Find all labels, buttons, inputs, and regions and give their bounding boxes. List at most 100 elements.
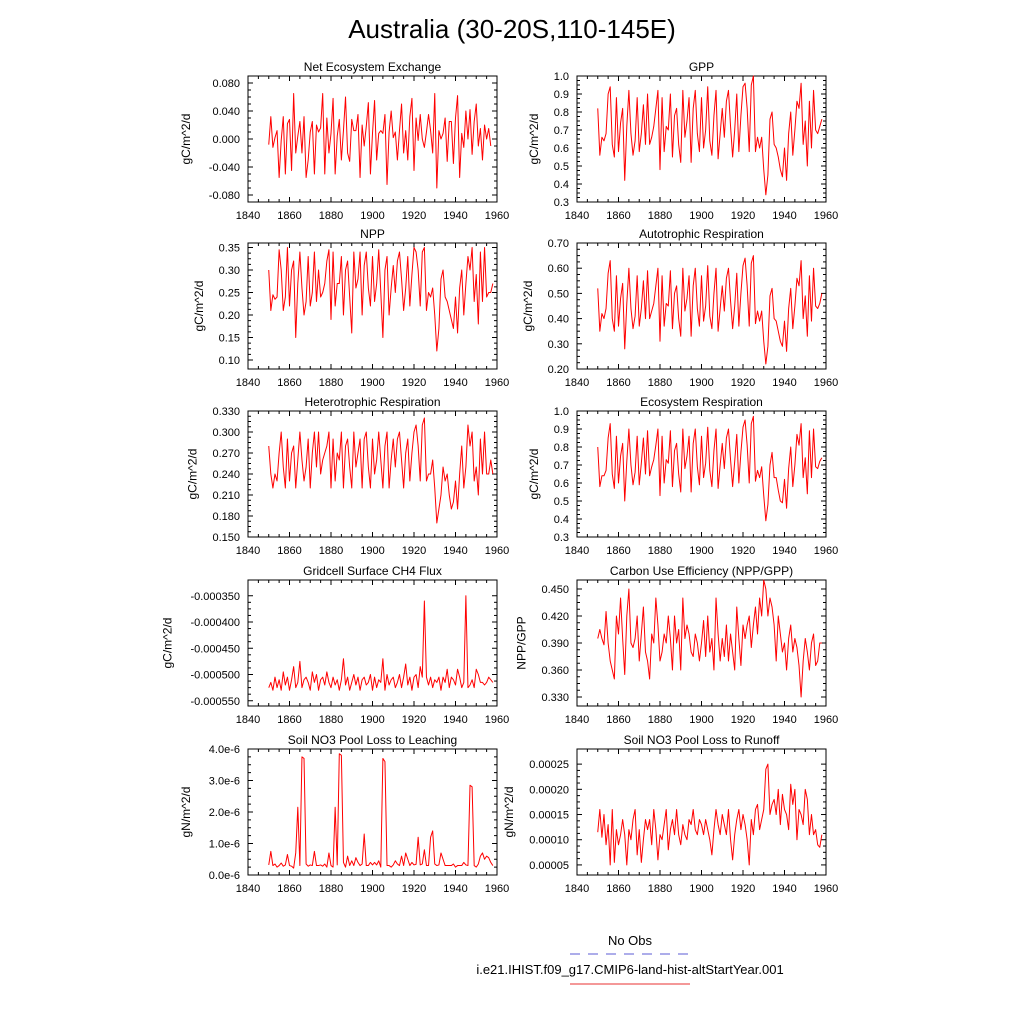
y-tick-label: -0.000400	[190, 617, 240, 629]
x-tick-label: 1920	[402, 714, 426, 726]
y-tick-label: 0.300	[212, 427, 240, 439]
x-tick-label: 1860	[277, 210, 301, 222]
panel-title: Soil NO3 Pool Loss to Leaching	[288, 733, 457, 747]
panel-title: Ecosystem Respiration	[640, 395, 763, 409]
x-tick-label: 1840	[236, 210, 260, 222]
y-tick-label: 1.0	[554, 71, 569, 83]
y-tick-label: 0.4	[554, 514, 569, 526]
panel-title: Heterotrophic Respiration	[304, 395, 440, 409]
x-tick-label: 1940	[443, 714, 467, 726]
legend-run-swatch	[570, 983, 690, 985]
x-tick-label: 1860	[277, 883, 301, 895]
legend-obs-swatch	[570, 953, 690, 955]
x-tick-label: 1960	[814, 714, 838, 726]
x-tick-label: 1840	[565, 210, 589, 222]
y-tick-label: 0.15	[219, 333, 240, 345]
panel-9: Soil NO3 Pool Loss to Leaching 1840 1860 18…	[179, 733, 509, 895]
x-tick-label: 1860	[606, 883, 630, 895]
x-tick-label: 1920	[731, 545, 755, 557]
x-tick-label: 1960	[814, 210, 838, 222]
y-tick-label: 4.0e-6	[209, 744, 240, 756]
x-tick-label: 1900	[689, 714, 713, 726]
x-tick-label: 1900	[689, 210, 713, 222]
panel-title: Soil NO3 Pool Loss to Runoff	[624, 733, 781, 747]
x-tick-label: 1860	[606, 545, 630, 557]
y-tick-label: 0.360	[541, 665, 569, 677]
x-tick-label: 1880	[319, 714, 343, 726]
x-tick-label: 1920	[731, 377, 755, 389]
x-tick-label: 1920	[402, 545, 426, 557]
x-tick-label: 1880	[648, 545, 672, 557]
plot-frame	[247, 748, 498, 876]
y-tick-label: 0.240	[212, 469, 240, 481]
y-tick-label: 0.9	[554, 424, 569, 436]
legend-run-label: i.e21.IHIST.f09_g17.CMIP6-land-hist-altS…	[476, 962, 784, 977]
y-tick-label: 0.50	[548, 288, 569, 300]
panel-title: NPP	[360, 227, 385, 241]
y-tick-label: 0.60	[548, 263, 569, 275]
y-tick-label: 0.7	[554, 125, 569, 137]
figure-title: Australia (30-20S,110-145E)	[348, 14, 676, 44]
panel-1: Net Ecosystem Exchange 1840 1860 1880 1900 19…	[179, 60, 509, 222]
y-tick-label: 0.3	[554, 197, 569, 209]
y-tick-label: 0.00025	[529, 759, 569, 771]
y-tick-label: 0.70	[548, 238, 569, 250]
y-axis-label: gN/m^2/d	[502, 787, 516, 838]
x-tick-label: 1960	[485, 210, 509, 222]
x-tick-label: 1840	[236, 377, 260, 389]
y-tick-label: 0.00010	[529, 835, 569, 847]
y-tick-label: 0.390	[541, 638, 569, 650]
y-tick-label: 3.0e-6	[209, 776, 240, 788]
x-tick-label: 1840	[565, 714, 589, 726]
series-line	[268, 417, 494, 524]
y-tick-label: 0.270	[212, 448, 240, 460]
x-tick-label: 1900	[689, 883, 713, 895]
panel-title: GPP	[689, 60, 714, 74]
x-tick-label: 1900	[360, 883, 384, 895]
y-tick-label: 1.0	[554, 406, 569, 418]
panel-3: NPP 1840 1860 1880 1900 1920 1940 1960 0.10 0.15 0…	[192, 227, 509, 389]
x-tick-label: 1860	[277, 377, 301, 389]
panel-6: Ecosystem Respiration 1840 1860 1880 1900 192…	[527, 395, 838, 557]
y-tick-label: 0.35	[219, 243, 240, 255]
y-tick-label: 0.30	[219, 265, 240, 277]
series-line	[268, 247, 494, 352]
panel-4: Autotrophic Respiration 1840 1860 1880 1900 1…	[521, 227, 838, 389]
x-tick-label: 1900	[360, 377, 384, 389]
y-tick-label: 0.450	[541, 584, 569, 596]
x-tick-label: 1900	[360, 545, 384, 557]
y-tick-label: -0.000550	[190, 696, 240, 708]
x-tick-label: 1860	[606, 714, 630, 726]
x-tick-label: 1860	[606, 210, 630, 222]
x-tick-label: 1840	[565, 883, 589, 895]
x-tick-label: 1940	[443, 545, 467, 557]
x-tick-label: 1840	[236, 714, 260, 726]
y-axis-label: gN/m^2/d	[179, 787, 193, 838]
y-tick-label: 0.210	[212, 490, 240, 502]
y-tick-label: 0.6	[554, 143, 569, 155]
y-tick-label: 0.6	[554, 478, 569, 490]
panel-8: Carbon Use Efficiency (NPP/GPP) 1840 1860 1…	[515, 564, 839, 726]
series-line	[268, 753, 494, 869]
x-tick-label: 1880	[648, 714, 672, 726]
y-tick-label: 0.20	[219, 310, 240, 322]
y-tick-label: 0.040	[212, 106, 240, 118]
y-tick-label: 0.080	[212, 78, 240, 90]
panel-7: Gridcell Surface CH4 Flux 1840 1860 1880 190…	[160, 564, 509, 726]
x-tick-label: 1960	[485, 883, 509, 895]
x-tick-label: 1960	[485, 377, 509, 389]
y-tick-label: 0.40	[548, 314, 569, 326]
x-tick-label: 1940	[443, 883, 467, 895]
series-line	[597, 415, 823, 522]
legend-obs-label: No Obs	[607, 933, 653, 948]
x-tick-label: 1920	[402, 883, 426, 895]
y-tick-label: -0.000450	[190, 643, 240, 655]
x-tick-label: 1920	[731, 210, 755, 222]
x-tick-label: 1940	[772, 210, 796, 222]
y-tick-label: 0.3	[554, 532, 569, 544]
y-tick-label: 0.30	[548, 339, 569, 351]
x-tick-label: 1900	[360, 714, 384, 726]
x-tick-label: 1920	[731, 883, 755, 895]
y-axis-label: gC/m^2/d	[192, 281, 206, 332]
